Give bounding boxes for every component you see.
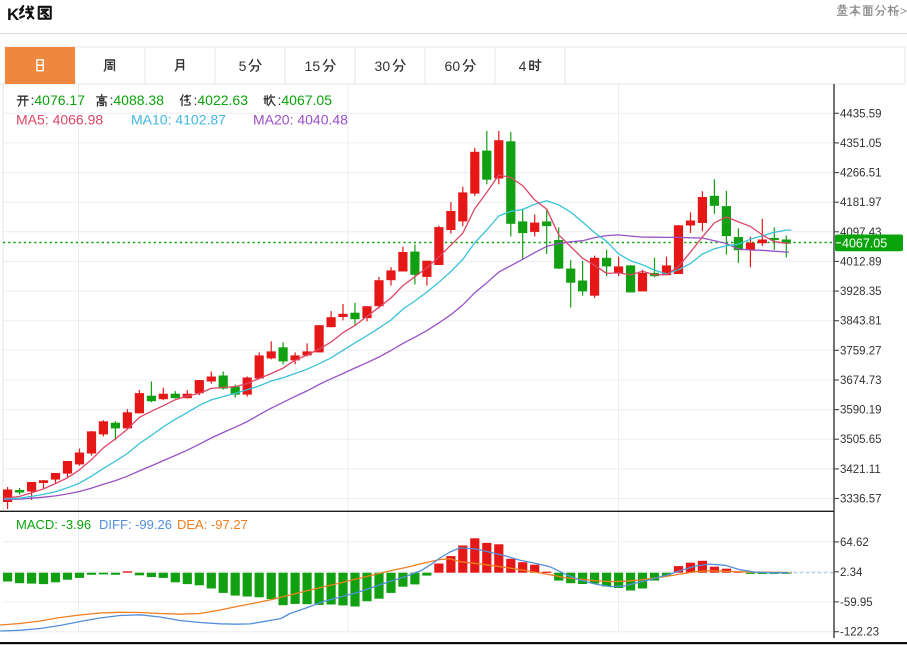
- svg-text:4266.51: 4266.51: [840, 168, 882, 180]
- svg-text:3674.73: 3674.73: [840, 375, 882, 387]
- svg-text:4435.59: 4435.59: [840, 108, 882, 120]
- svg-text:3590.19: 3590.19: [840, 405, 882, 417]
- svg-text:>: >: [900, 4, 907, 18]
- svg-text:-122.23: -122.23: [840, 627, 879, 639]
- svg-text::4076.17: :4076.17: [31, 92, 86, 108]
- svg-text::4088.38: :4088.38: [110, 92, 165, 108]
- svg-text:3843.81: 3843.81: [840, 316, 882, 328]
- svg-text:DIFF: -99.26: DIFF: -99.26: [99, 517, 172, 532]
- svg-text:3505.65: 3505.65: [840, 434, 882, 446]
- svg-text:30: 30: [375, 58, 391, 74]
- svg-text:MACD: -3.96: MACD: -3.96: [16, 517, 91, 532]
- svg-text:2.34: 2.34: [840, 567, 863, 579]
- svg-text:4012.89: 4012.89: [840, 256, 882, 268]
- svg-text:64.62: 64.62: [840, 537, 869, 549]
- svg-text:4181.97: 4181.97: [840, 197, 882, 209]
- svg-text:DEA: -97.27: DEA: -97.27: [177, 517, 248, 532]
- svg-text:3759.27: 3759.27: [840, 345, 882, 357]
- svg-text:MA10: 4102.87: MA10: 4102.87: [131, 112, 226, 128]
- svg-text::4022.63: :4022.63: [194, 92, 249, 108]
- svg-text:MA5: 4066.98: MA5: 4066.98: [16, 112, 103, 128]
- svg-text:3336.57: 3336.57: [840, 494, 882, 506]
- svg-text:4: 4: [519, 58, 527, 74]
- svg-text:MA20: 4040.48: MA20: 4040.48: [253, 112, 348, 128]
- svg-text:3928.35: 3928.35: [840, 286, 882, 298]
- svg-text:4351.05: 4351.05: [840, 138, 882, 150]
- svg-text:15: 15: [305, 58, 321, 74]
- svg-text:3421.11: 3421.11: [840, 464, 881, 476]
- svg-text::4067.05: :4067.05: [278, 92, 333, 108]
- svg-text:4067.05: 4067.05: [842, 236, 887, 250]
- svg-text:-59.95: -59.95: [840, 597, 873, 609]
- svg-text:60: 60: [445, 58, 461, 74]
- svg-text:5: 5: [239, 58, 247, 74]
- svg-text:K: K: [7, 5, 20, 24]
